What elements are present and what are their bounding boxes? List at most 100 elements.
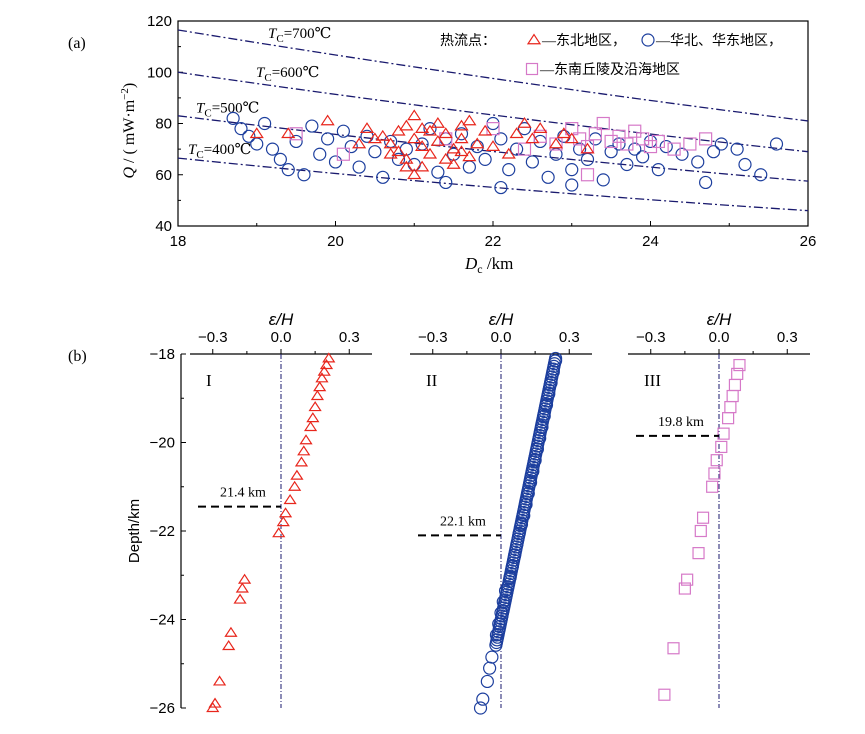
data-point [313,381,327,392]
data-point [422,147,438,159]
data-point [278,507,293,518]
top-tick-label: 0.3 [559,329,580,346]
data-point [699,132,713,146]
data-point [319,359,334,370]
data-point [714,137,728,151]
y-axis-label-close: ) [121,83,138,88]
data-point [717,427,730,440]
x-axis-label-unit: /km [483,254,514,273]
data-point [446,158,461,169]
data-point [258,116,272,131]
y-axis-label-main: Q [121,167,138,179]
top-axis-label-main: ε [269,310,277,329]
data-point [486,116,500,131]
data-point [276,516,290,527]
top-tick-label: 0.3 [777,329,798,346]
data-point [237,573,252,584]
isotherm-label: TC=400℃ [188,142,251,161]
data-point [473,701,488,715]
data-point [249,127,264,139]
data-point [533,134,547,149]
plot-frame [177,20,809,227]
data-point [565,178,579,192]
panel-a-chart: 18 20 22 24 26 40 60 80 100 120 Dc /km Q / ( mW·m−2… [119,13,816,276]
depth-marker-label: 21.4 km [220,486,266,501]
data-point [525,155,539,169]
data-point [430,117,445,128]
data-point [224,626,238,637]
data-point [510,142,524,156]
top-tick-label: −0.3 [198,329,228,346]
top-axis-label-main: ε [489,310,497,329]
top-axis-label-main: ε [707,310,715,329]
data-point [439,175,453,190]
subpanel-numeral: III [644,371,661,390]
legend-marker-ne [526,33,542,45]
isotherm-label-main: T [188,142,198,158]
data-point [501,147,516,159]
data-point [636,132,650,146]
data-point [517,142,532,156]
data-point [643,134,658,149]
data-point [297,445,311,456]
top-axis-label: ε/H [489,310,514,329]
data-point [620,157,634,172]
data-point [533,122,548,134]
top-axis-label: ε/H [269,310,294,329]
data-point [336,147,350,161]
data-point [489,638,503,652]
y-tick-label: 100 [147,64,172,81]
data-point [383,147,398,159]
data-point [675,147,689,161]
depth-tick-label: −20 [150,435,175,452]
data-point [485,650,499,664]
x-tick-label: 22 [485,233,502,250]
data-point [310,389,325,401]
data-point [588,127,602,141]
top-axis-label: ε/H [707,310,732,329]
data-point [724,401,737,414]
top-axis-label-rest: /H [713,310,732,329]
top-tick-label: −0.3 [636,329,666,346]
subpanel-numeral: II [426,371,438,390]
data-point [588,132,602,146]
data-point [494,180,508,195]
panel-b-label: (b) [68,348,87,365]
data-point [478,124,493,136]
data-point [303,420,318,432]
isotherm-label-rest: =600℃ [272,65,320,81]
data-point [557,129,571,143]
data-point [678,582,691,595]
data-point [438,152,453,164]
data-point [308,401,322,412]
data-point [565,122,579,136]
data-point [565,163,579,177]
legend-item-nc: —华北、华东地区， [655,33,782,49]
data-point [407,109,422,121]
data-point [359,122,375,134]
data-point [431,165,445,179]
data-point [415,122,430,134]
top-tick-label: 0.0 [271,329,292,346]
data-point [281,127,296,139]
data-point [234,122,248,136]
data-point [399,152,414,164]
data-point [289,127,303,141]
legend-item-se: —东南丘陵及沿海地区 [539,62,680,78]
x-axis-label: Dc /km [464,254,513,276]
data-point [415,140,430,151]
isotherm-line [177,115,809,182]
depth-tick-label: −26 [150,700,175,717]
data-point [754,168,768,182]
data-point [683,137,697,151]
data-point [502,163,516,177]
data-point [728,378,742,392]
data-point [612,137,626,151]
data-point [233,593,247,604]
depth-marker-label: 19.8 km [658,415,704,430]
data-point [494,132,508,146]
data-point [541,170,555,184]
y-axis-label-unit: / ( mW·m [121,99,138,167]
data-point [288,480,302,491]
